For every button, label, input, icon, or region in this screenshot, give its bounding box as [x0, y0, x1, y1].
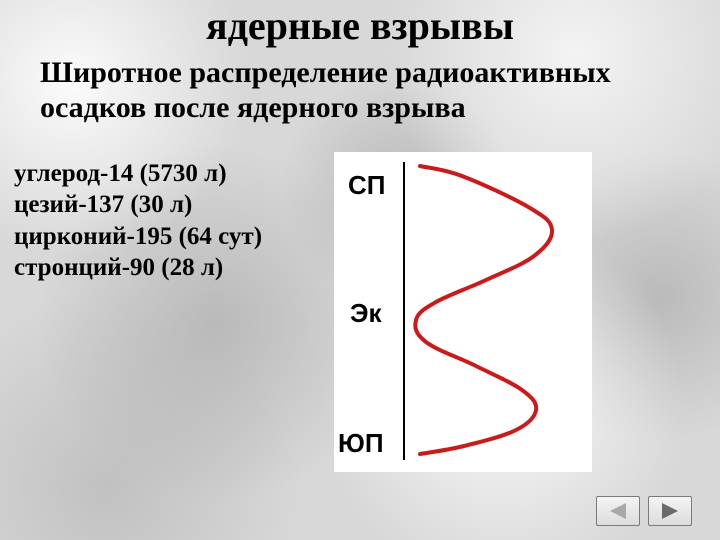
next-slide-button[interactable]: [648, 496, 692, 526]
list-item: цезий-137 (30 л): [14, 189, 262, 220]
page-subtitle: Широтное распределение радиоактивных оса…: [40, 56, 680, 125]
axis-label-equator: Эк: [350, 298, 382, 329]
isotope-list: углерод-14 (5730 л) цезий-137 (30 л) цир…: [14, 158, 262, 283]
triangle-right-icon: [660, 502, 680, 520]
prev-slide-button[interactable]: [596, 496, 640, 526]
axis-label-south-pole: ЮП: [338, 428, 384, 459]
page-title: ядерные взрывы: [0, 2, 720, 49]
slide-nav: [596, 496, 692, 526]
triangle-left-icon: [608, 502, 628, 520]
latitude-distribution-chart: СП Эк ЮП: [334, 152, 592, 472]
list-item: стронций-90 (28 л): [14, 252, 262, 283]
list-item: углерод-14 (5730 л): [14, 158, 262, 189]
list-item: цирконий-195 (64 сут): [14, 221, 262, 252]
axis-label-north-pole: СП: [348, 170, 385, 201]
